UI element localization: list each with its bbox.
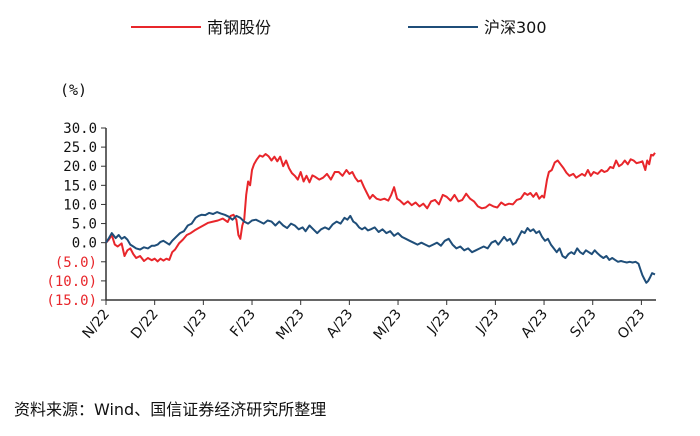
legend-label-nangang: 南钢股份 bbox=[207, 18, 271, 37]
x-tick-label: J/23 bbox=[180, 306, 210, 337]
y-tick-label: 10.0 bbox=[63, 197, 97, 213]
legend-label-hs300: 沪深300 bbox=[484, 18, 547, 37]
x-tick-label: O/23 bbox=[615, 306, 649, 342]
series-line-hs300 bbox=[105, 211, 656, 284]
series-layer bbox=[105, 152, 656, 284]
x-ticks: N/22 D/22 J/23 F/23 M/23 A/23 M/23 J/23 J/23 A/23… bbox=[80, 300, 649, 343]
x-tick-label: A/23 bbox=[324, 306, 357, 341]
y-tick-label: 0.0 bbox=[72, 236, 97, 252]
y-tick-label: (15.0) bbox=[46, 293, 97, 309]
source-note: 资料来源：Wind、国信证券经济研究所整理 bbox=[14, 400, 327, 419]
y-tick-label: (10.0) bbox=[46, 274, 97, 290]
y-tick-label: (5.0) bbox=[55, 255, 97, 271]
y-unit-label: (%) bbox=[60, 81, 87, 99]
y-tick-label: 25.0 bbox=[63, 140, 97, 156]
x-tick-label: M/23 bbox=[273, 306, 308, 343]
x-tick-label: J/23 bbox=[424, 306, 454, 337]
y-ticks: 30.0 25.0 20.0 15.0 10.0 5.0 0.0 (5.0) (10.0) (15… bbox=[46, 121, 106, 309]
x-tick-label: A/23 bbox=[518, 306, 551, 341]
y-tick-label: 15.0 bbox=[63, 178, 97, 194]
x-tick-label: J/23 bbox=[472, 306, 502, 337]
y-tick-label: 30.0 bbox=[63, 121, 97, 137]
legend: 南钢股份 沪深300 bbox=[131, 18, 547, 37]
x-tick-label: D/22 bbox=[128, 306, 162, 342]
y-tick-label: 20.0 bbox=[63, 159, 97, 175]
x-tick-label: N/22 bbox=[80, 306, 113, 342]
series-line-nangang bbox=[105, 152, 656, 263]
axes bbox=[105, 128, 656, 301]
x-tick-label: S/23 bbox=[567, 306, 599, 340]
x-tick-label: M/23 bbox=[371, 306, 406, 343]
x-tick-label: F/23 bbox=[227, 306, 259, 340]
y-tick-label: 5.0 bbox=[72, 217, 97, 233]
